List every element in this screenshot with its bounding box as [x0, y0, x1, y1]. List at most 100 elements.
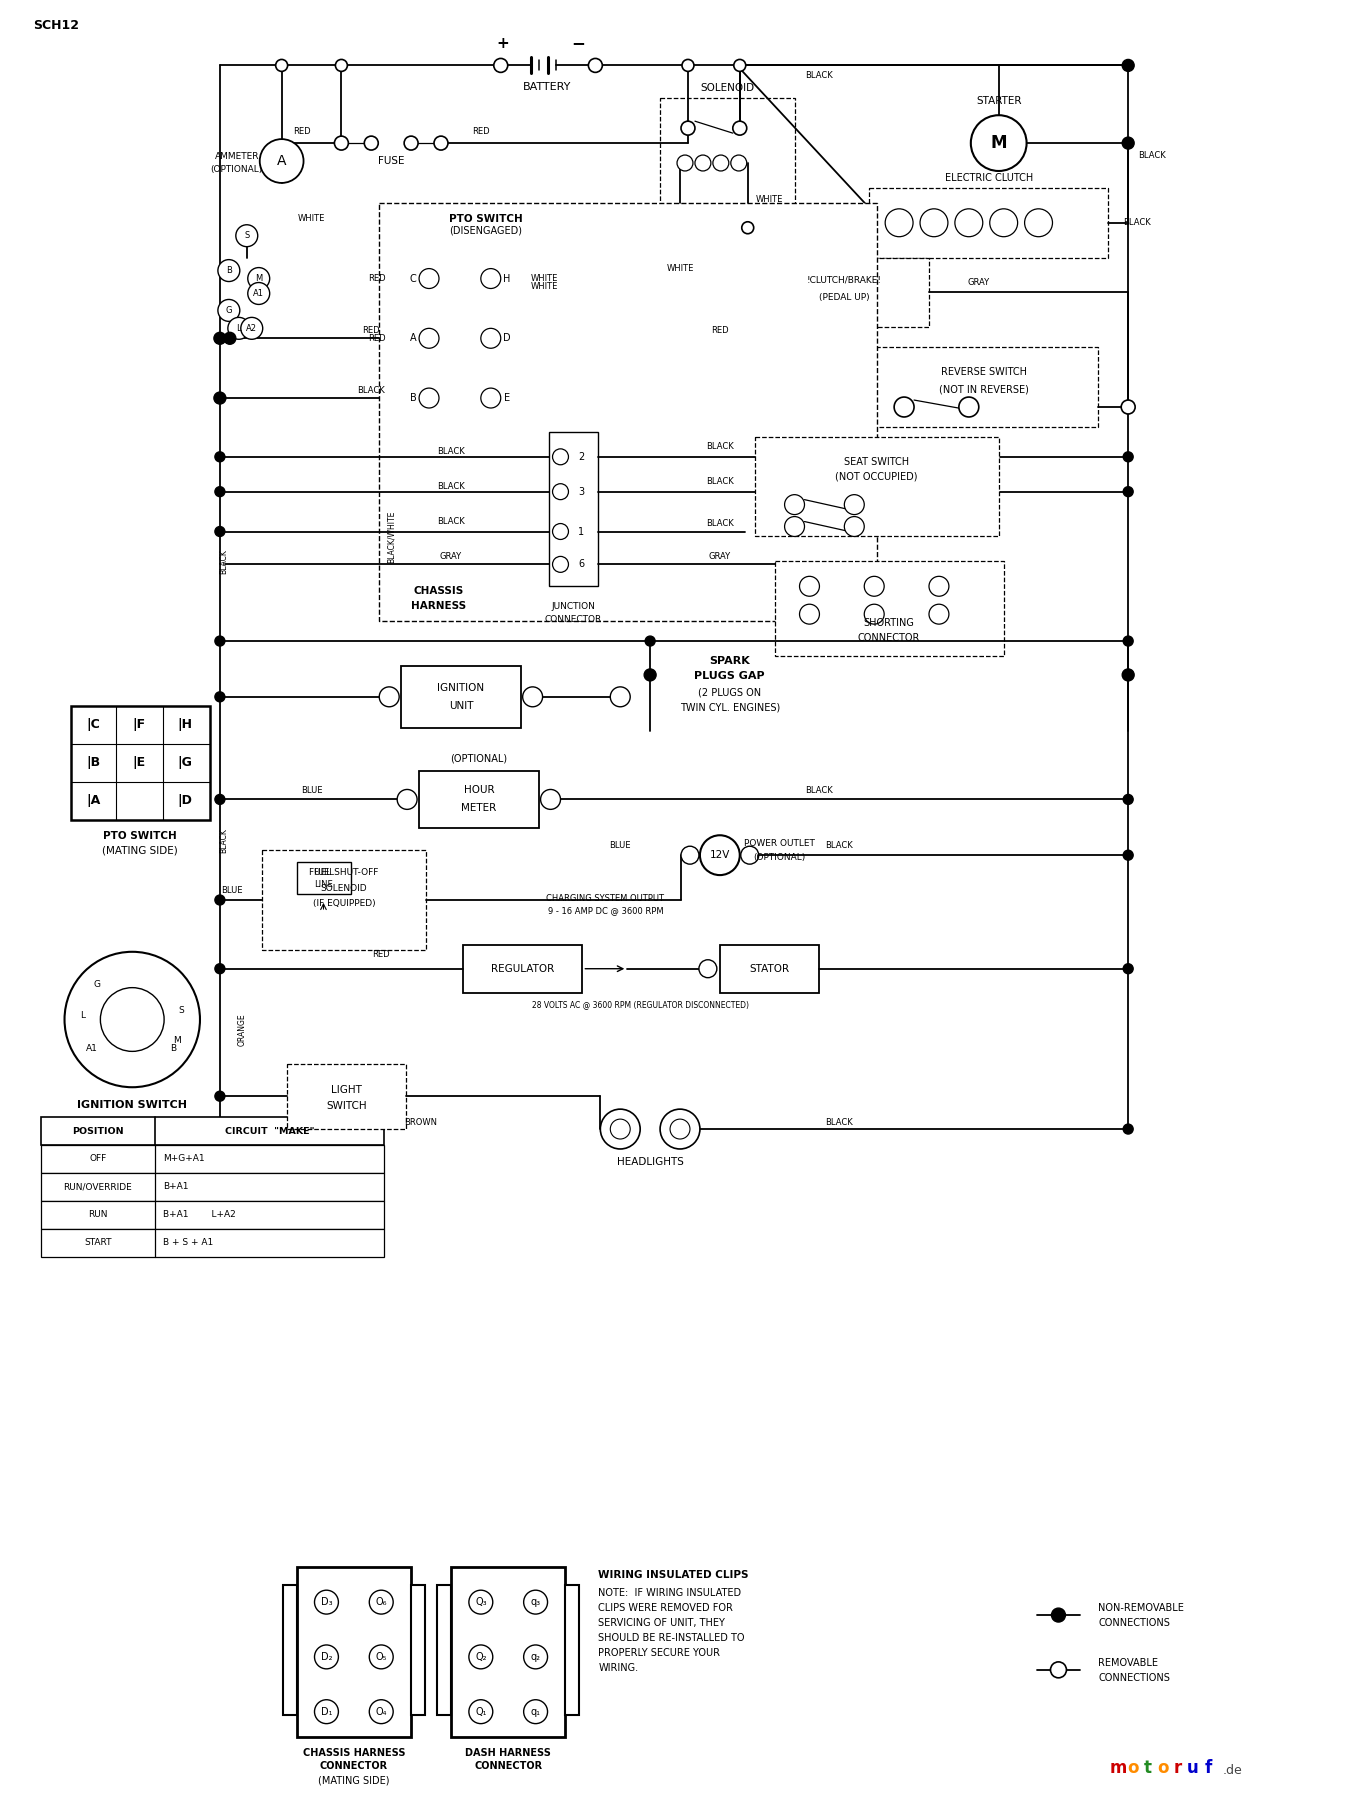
Circle shape	[864, 576, 885, 596]
Bar	[870, 187, 1108, 257]
Circle shape	[214, 1091, 225, 1102]
Text: FUSE: FUSE	[378, 157, 404, 166]
Text: SOLENOID: SOLENOID	[700, 83, 755, 94]
Circle shape	[214, 486, 225, 497]
Text: (OPTIONAL): (OPTIONAL)	[753, 853, 805, 862]
Text: BLACK: BLACK	[706, 518, 734, 527]
Circle shape	[1123, 635, 1133, 646]
Text: BLUE: BLUE	[610, 841, 631, 850]
Text: E: E	[504, 392, 509, 403]
Bar	[411, 1586, 425, 1715]
Text: D₁: D₁	[321, 1706, 332, 1717]
Text: 1: 1	[579, 527, 584, 536]
Text: +: +	[497, 36, 509, 50]
Text: GRAY: GRAY	[440, 553, 461, 562]
Text: SOLENOID: SOLENOID	[321, 884, 367, 893]
Text: M: M	[255, 274, 262, 283]
Bar	[41, 1118, 384, 1145]
Text: LIGHT: LIGHT	[330, 1085, 362, 1094]
Text: RED: RED	[472, 126, 490, 135]
Text: B + S + A1: B + S + A1	[164, 1238, 213, 1247]
Text: (MATING SIDE): (MATING SIDE)	[318, 1775, 389, 1786]
Circle shape	[314, 1645, 339, 1669]
Text: (NOT OCCUPIED): (NOT OCCUPIED)	[835, 472, 917, 482]
Text: O₅: O₅	[375, 1652, 386, 1661]
Circle shape	[218, 299, 240, 322]
Text: M+G+A1: M+G+A1	[164, 1154, 205, 1163]
Text: 6: 6	[579, 560, 584, 569]
Text: o: o	[1158, 1759, 1168, 1777]
Text: o: o	[1127, 1759, 1138, 1777]
Text: HOUR: HOUR	[464, 785, 494, 796]
Text: REVERSE SWITCH: REVERSE SWITCH	[940, 367, 1026, 378]
Bar	[419, 770, 539, 828]
Text: C: C	[410, 274, 416, 284]
Circle shape	[553, 524, 568, 540]
Text: RED: RED	[292, 126, 310, 135]
Text: CHASSIS: CHASSIS	[414, 587, 464, 596]
Text: POSITION: POSITION	[72, 1127, 124, 1136]
Circle shape	[785, 495, 804, 515]
Circle shape	[370, 1699, 393, 1724]
Text: M: M	[173, 1037, 182, 1046]
Text: (2 PLUGS ON: (2 PLUGS ON	[699, 688, 762, 698]
Text: HARNESS: HARNESS	[411, 601, 467, 612]
Text: t: t	[1144, 1759, 1152, 1777]
Text: PTO SWITCH: PTO SWITCH	[104, 832, 177, 841]
Circle shape	[1121, 400, 1136, 414]
Circle shape	[553, 484, 568, 500]
Text: S: S	[244, 230, 250, 239]
Circle shape	[741, 221, 753, 234]
Text: L: L	[236, 324, 242, 333]
Circle shape	[480, 328, 501, 347]
Text: 3: 3	[579, 486, 584, 497]
Bar	[870, 347, 1099, 427]
Circle shape	[524, 1589, 547, 1615]
Text: u: u	[1188, 1759, 1198, 1777]
Text: BLACK: BLACK	[220, 828, 228, 853]
Circle shape	[1123, 963, 1133, 974]
Text: ORANGE: ORANGE	[238, 1013, 246, 1046]
Bar	[41, 1145, 384, 1174]
Circle shape	[524, 1645, 547, 1669]
Circle shape	[670, 1120, 689, 1139]
Text: B+A1        L+A2: B+A1 L+A2	[164, 1210, 236, 1219]
Text: JUNCTION: JUNCTION	[551, 601, 595, 610]
Text: SHORTING: SHORTING	[864, 617, 915, 628]
Circle shape	[419, 268, 440, 288]
Text: BLACK: BLACK	[805, 787, 833, 796]
Circle shape	[523, 688, 542, 707]
Circle shape	[468, 1645, 493, 1669]
Text: D₂: D₂	[321, 1652, 332, 1661]
Circle shape	[681, 121, 695, 135]
Text: BROWN: BROWN	[404, 1118, 438, 1127]
Circle shape	[419, 389, 440, 409]
Circle shape	[930, 605, 949, 625]
Circle shape	[734, 59, 745, 72]
Text: m: m	[1110, 1759, 1127, 1777]
Circle shape	[214, 392, 225, 403]
Circle shape	[1025, 209, 1052, 238]
Circle shape	[397, 790, 418, 810]
Circle shape	[730, 155, 747, 171]
Circle shape	[894, 398, 915, 418]
Text: D: D	[502, 333, 511, 344]
Text: CONNECTIONS: CONNECTIONS	[1099, 1618, 1170, 1627]
Text: BLACK: BLACK	[437, 482, 465, 491]
Circle shape	[1123, 486, 1133, 497]
Circle shape	[259, 139, 303, 184]
Bar	[401, 241, 571, 459]
Text: RED: RED	[363, 326, 379, 335]
Circle shape	[379, 688, 399, 707]
Text: 9 - 16 AMP DC @ 3600 RPM: 9 - 16 AMP DC @ 3600 RPM	[547, 907, 663, 916]
Text: L: L	[81, 1010, 85, 1019]
Text: BLACK: BLACK	[437, 448, 465, 457]
Text: BLACK: BLACK	[437, 517, 465, 526]
Circle shape	[248, 268, 270, 290]
Text: FUEL: FUEL	[313, 868, 334, 877]
Circle shape	[336, 59, 347, 72]
Text: |G: |G	[177, 756, 192, 769]
Circle shape	[214, 691, 225, 702]
Circle shape	[370, 1589, 393, 1615]
Text: M: M	[991, 133, 1007, 151]
